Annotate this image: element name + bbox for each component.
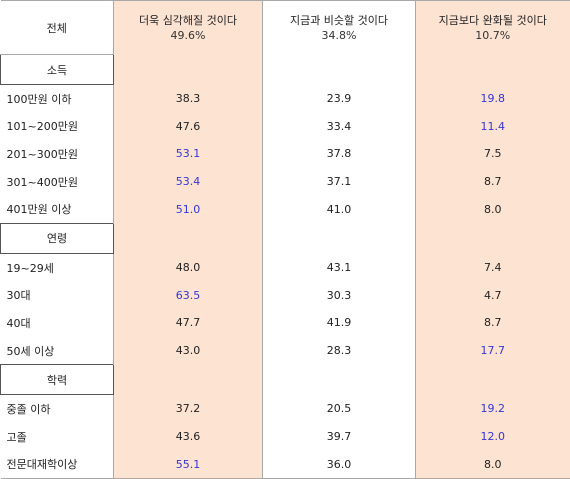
value-cell: 7.4 (415, 253, 570, 282)
table-row: 201~300만원 53.1 37.8 7.5 (1, 140, 570, 168)
value-cell: 43.0 (113, 336, 263, 365)
value-cell: 41.9 (262, 309, 416, 337)
table-row: 전문대재학이상 55.1 36.0 8.0 (0, 450, 570, 479)
value-cell: 37.1 (262, 167, 416, 196)
value-cell: 19.8 (415, 84, 570, 113)
section-spacer-cell (415, 364, 570, 395)
value-cell: 38.3 (113, 84, 263, 113)
section-spacer-cell (113, 54, 263, 85)
header-col-eased: 지금보다 완화될 것이다 10.7% (415, 0, 570, 55)
value-cell: 43.6 (113, 422, 263, 451)
row-label: 30대 (6, 289, 31, 303)
row-label: 전문대재학이상 (0, 450, 114, 479)
table-row: 고졸 43.6 39.7 12.0 (1, 422, 570, 451)
table-row: 19~29세 48.0 43.1 7.4 (1, 253, 570, 282)
row-label: 201~300만원 (6, 147, 78, 161)
header-col-total: 10.7% (475, 28, 511, 42)
value-cell: 36.0 (262, 450, 416, 479)
section-spacer-cell (262, 54, 416, 85)
section-spacer-cell (113, 223, 263, 254)
value-cell: 47.7 (113, 309, 263, 337)
header-col-title: 지금과 비슷할 것이다 (289, 13, 389, 27)
value-cell: 12.0 (415, 422, 570, 451)
value-cell: 19.2 (415, 394, 570, 423)
row-label: 301~400만원 (6, 175, 78, 189)
value-cell: 8.7 (415, 167, 570, 196)
row-label: 고졸 (6, 430, 27, 444)
row-label: 중졸 이하 (6, 403, 51, 417)
row-label: 401만원 이상 (6, 203, 72, 217)
value-cell: 41.0 (262, 195, 416, 224)
header-col-similar: 지금과 비슷할 것이다 34.8% (262, 0, 416, 55)
value-cell: 37.8 (262, 140, 416, 168)
value-cell: 23.9 (262, 84, 416, 113)
row-label: 40대 (6, 316, 31, 330)
value-cell: 48.0 (113, 253, 263, 282)
row-label: 101~200만원 (6, 120, 78, 134)
value-cell: 47.6 (113, 112, 263, 141)
header-col-total: 49.6% (170, 28, 206, 42)
table-row: 301~400만원 53.4 37.1 8.7 (1, 167, 570, 196)
section-label: 학력 (0, 364, 114, 396)
value-cell: 28.3 (262, 336, 416, 365)
header-row: 전체 더욱 심각해질 것이다 49.6% 지금과 비슷할 것이다 34.8% 지… (0, 0, 570, 55)
value-cell: 33.4 (262, 112, 416, 141)
table-row: 101~200만원 47.6 33.4 11.4 (1, 112, 570, 141)
row-label: 19~29세 (6, 261, 54, 275)
value-cell: 7.5 (415, 140, 570, 168)
section-row: 학력 (0, 364, 570, 396)
header-col-total: 34.8% (321, 28, 357, 42)
table-row: 50세 이상 43.0 28.3 17.7 (1, 336, 570, 365)
table-row: 중졸 이하 37.2 20.5 19.2 (1, 394, 570, 423)
value-cell: 51.0 (113, 195, 263, 224)
section-spacer-cell (415, 54, 570, 85)
section-row: 연령 (0, 222, 570, 254)
value-cell: 53.4 (113, 167, 263, 196)
value-cell: 37.2 (113, 394, 263, 423)
header-total-label: 전체 (0, 0, 114, 55)
table-row: 100만원 이하 38.3 23.9 19.8 (1, 84, 570, 113)
table-row: 401만원 이상 51.0 41.0 8.0 (1, 195, 570, 224)
value-cell: 8.0 (415, 450, 570, 479)
row-label: 100만원 이하 (6, 92, 72, 106)
section-label: 소득 (0, 54, 114, 85)
value-cell: 53.1 (113, 140, 263, 168)
header-col-worse: 더욱 심각해질 것이다 49.6% (113, 0, 263, 55)
value-cell: 17.7 (415, 336, 570, 365)
section-label: 연령 (0, 222, 114, 254)
row-label: 50세 이상 (6, 344, 55, 358)
section-spacer-cell (415, 223, 570, 254)
section-spacer-cell (262, 223, 416, 254)
value-cell: 30.3 (262, 281, 416, 310)
value-cell: 43.1 (262, 253, 416, 282)
value-cell: 20.5 (262, 394, 416, 423)
table-row: 40대 47.7 41.9 8.7 (1, 309, 570, 337)
value-cell: 8.7 (415, 309, 570, 337)
header-col-title: 지금보다 완화될 것이다 (438, 13, 547, 27)
section-row: 소득 (0, 54, 570, 85)
section-spacer-cell (113, 364, 263, 395)
value-cell: 55.1 (113, 450, 263, 479)
section-spacer-cell (262, 364, 416, 395)
value-cell: 11.4 (415, 112, 570, 141)
value-cell: 4.7 (415, 281, 570, 310)
table-row: 30대 63.5 30.3 4.7 (1, 281, 570, 310)
value-cell: 8.0 (415, 195, 570, 224)
header-col-title: 더욱 심각해질 것이다 (138, 13, 238, 27)
value-cell: 63.5 (113, 281, 263, 310)
value-cell: 39.7 (262, 422, 416, 451)
